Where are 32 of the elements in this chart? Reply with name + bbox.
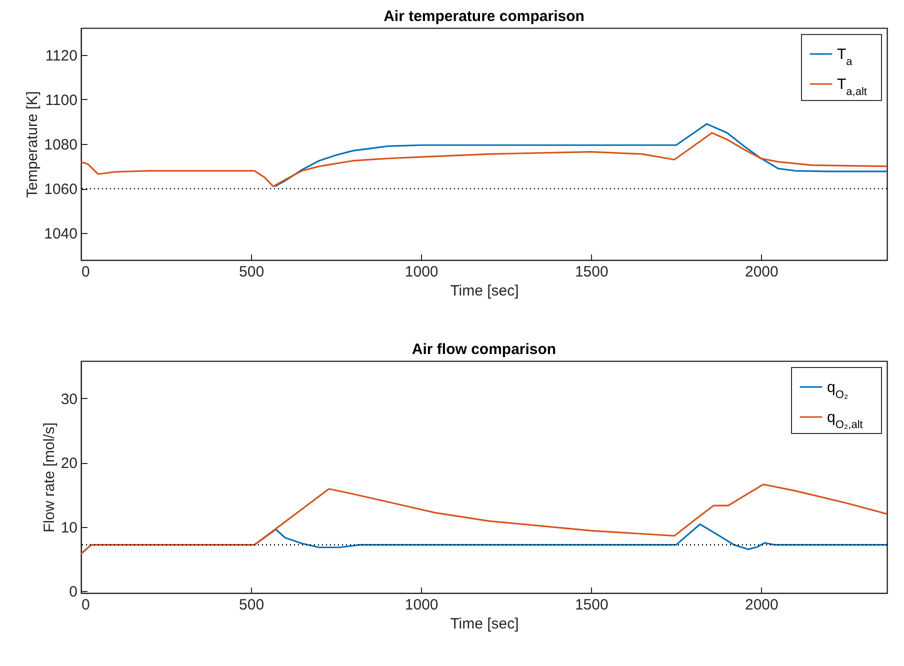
line-series	[81, 484, 887, 555]
x-tick-label: 500	[239, 596, 264, 614]
x-tick-label: 500	[239, 264, 264, 280]
x-tick-label: 1000	[404, 264, 438, 280]
legend-label: T$_{a}$	[837, 46, 854, 68]
x-tick-label: 0	[82, 264, 90, 280]
x-tick-label: 0	[82, 596, 90, 614]
x-axis-title: Time [sec]	[450, 282, 519, 300]
legend-label: q$_{O₂,alt}$	[827, 409, 863, 431]
x-tick-label: 1500	[574, 596, 608, 614]
x-tick-label: 1000	[404, 596, 438, 614]
x-tick-label: 2000	[744, 264, 778, 280]
legend-label: T$_{a,alt}$	[837, 76, 867, 98]
y-tick-label: 10	[60, 519, 78, 536]
y-tick-label: 1040	[44, 226, 78, 243]
x-tick-label: 1500	[574, 264, 608, 280]
y-axis-title: Temperature [K]	[24, 91, 42, 198]
x-axis-title: Time [sec]	[450, 616, 519, 632]
line-series	[81, 132, 887, 188]
y-axis-title: Flow rate [mol/s]	[40, 422, 58, 533]
y-tick-label: 0	[69, 584, 78, 601]
legend-label: q$_{O₂}$	[827, 379, 848, 401]
y-tick-label: 1120	[45, 47, 78, 64]
chart-title: Air flow comparison	[412, 341, 556, 358]
y-tick-label: 30	[60, 390, 78, 408]
chart-title: Air temperature comparison	[384, 8, 584, 25]
y-tick-label: 1060	[44, 181, 78, 198]
line-series	[274, 123, 887, 188]
y-tick-label: 20	[60, 455, 78, 472]
y-tick-label: 1100	[45, 92, 78, 109]
y-tick-label: 1080	[44, 136, 78, 154]
x-tick-label: 2000	[744, 596, 778, 614]
